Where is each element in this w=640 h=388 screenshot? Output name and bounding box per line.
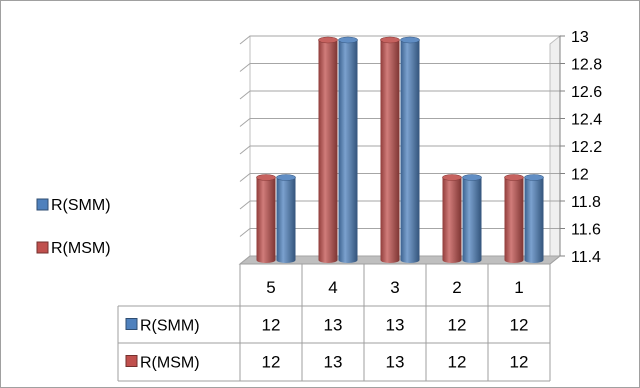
bar [462,177,482,263]
bar [318,40,338,263]
y-tick-label: 13 [571,29,589,46]
bar [338,40,358,263]
y-tick-label: 11.8 [571,194,601,211]
legend-label: R(SMM) [51,197,111,214]
table-cell: 13 [386,353,405,372]
y-tick-label: 12.6 [571,84,602,101]
table-cell: 12 [262,316,281,335]
bar-top [462,174,482,181]
y-axis-ticks: 13 12.8 12.6 12.4 12.2 12 11.8 11.6 11.4 [559,29,602,266]
legend-swatch [36,241,49,254]
bar-top [524,174,544,181]
bar-top [380,36,400,44]
legend: R(SMM) R(MSM) [36,197,111,257]
y-tick-label: 12 [571,167,589,184]
table-category-label: 3 [390,278,399,297]
bar [256,177,276,263]
table-cell: 13 [386,316,405,335]
y-tick-label: 12.2 [571,139,602,156]
gridline [239,118,560,127]
bar [442,177,462,263]
side-wall [549,34,561,266]
gridline [239,63,560,72]
table-row-swatch [125,355,138,367]
table-cell: 12 [448,353,467,372]
table-row-label: R(MSM) [140,355,200,372]
legend-swatch [36,198,49,211]
bar-top [338,36,358,44]
bar-top [442,174,462,181]
bar [380,40,400,263]
table-category-label: 1 [514,278,523,297]
table-category-label: 4 [328,278,337,297]
bar-top [318,36,338,44]
gridline [239,173,560,182]
table-row-label: R(SMM) [140,318,200,335]
bar-top [400,36,420,44]
gridline [239,35,560,45]
table-category-label: 5 [266,278,275,297]
table-cell: 12 [510,316,529,335]
bar-top [276,174,296,181]
table-cell: 12 [510,353,529,372]
y-tick-label: 12.4 [571,112,602,129]
bar-top [504,174,524,181]
table-cell: 12 [262,353,281,372]
table-row-swatch [125,318,138,330]
table-cell: 13 [324,316,343,335]
gridline [239,90,560,100]
legend-label: R(MSM) [51,240,111,257]
table-cell: 13 [324,353,343,372]
bar [276,177,296,263]
y-tick-label: 11.6 [571,222,601,239]
bar-top [256,174,276,181]
table-cell: 12 [448,316,467,335]
bar [400,40,420,263]
y-tick-label: 12.8 [571,57,602,74]
bar [524,177,544,263]
y-tick-label: 11.4 [571,249,601,266]
bars [256,36,544,263]
gridline [239,145,560,155]
table-category-label: 2 [452,278,461,297]
data-table: 5 4 3 2 1 R(SMM) 12 13 13 12 12 R(MSM) 12 13 13 12 12 [117,263,551,382]
bar [504,177,524,263]
